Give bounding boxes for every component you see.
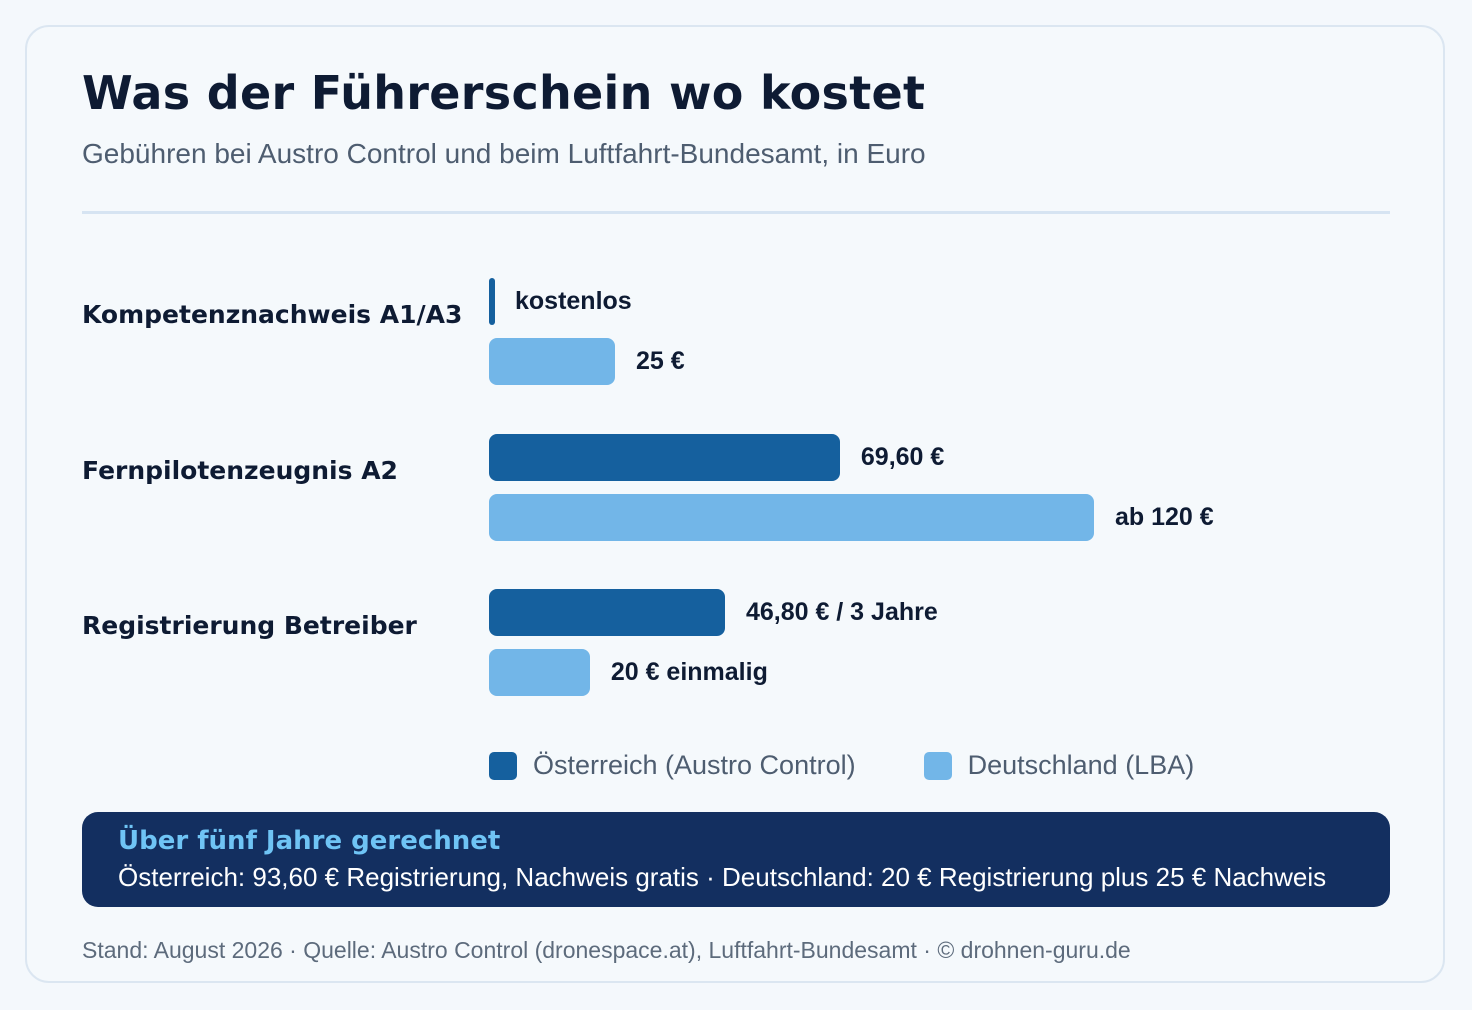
callout-text: Österreich: 93,60 € Registrierung, Nachw… xyxy=(118,862,1327,892)
bar-germany-kompetenznachweis-a1-a3 xyxy=(489,338,616,385)
category-label-registrierung-betreiber: Registrierung Betreiber xyxy=(82,611,417,640)
value-label-austria-kompetenznachweis-a1-a3: kostenlos xyxy=(515,287,632,315)
value-label-germany-kompetenznachweis-a1-a3: 25 € xyxy=(636,347,685,375)
legend-item-austria: Österreich (Austro Control) xyxy=(489,750,856,781)
bar-austria-registrierung-betreiber xyxy=(489,589,725,636)
source-footer: Stand: August 2026 · Quelle: Austro Cont… xyxy=(82,937,1131,963)
bar-austria-fernpilotenzeugnis-a2 xyxy=(489,433,840,481)
value-label-germany-registrierung-betreiber: 20 € einmalig xyxy=(610,658,768,686)
callout-title: Über fünf Jahre gerechnet xyxy=(118,826,501,856)
legend-swatch-germany xyxy=(923,751,952,780)
summary-callout: Über fünf Jahre gerechnet Österreich: 93… xyxy=(82,812,1390,907)
legend: Österreich (Austro Control) Deutschland … xyxy=(489,750,1194,781)
divider xyxy=(82,211,1390,214)
legend-label-germany: Deutschland (LBA) xyxy=(967,750,1195,780)
legend-item-germany: Deutschland (LBA) xyxy=(923,750,1195,781)
value-label-austria-registrierung-betreiber: 46,80 € / 3 Jahre xyxy=(745,598,938,626)
category-label-fernpilotenzeugnis-a2: Fernpilotenzeugnis A2 xyxy=(82,455,398,485)
value-label-germany-fernpilotenzeugnis-a2: ab 120 € xyxy=(1115,502,1214,531)
chart-subtitle: Gebühren bei Austro Control und beim Luf… xyxy=(82,138,926,169)
category-label-kompetenznachweis-a1-a3: Kompetenznachweis A1/A3 xyxy=(82,300,463,329)
bar-germany-registrierung-betreiber xyxy=(489,649,590,696)
bar-germany-fernpilotenzeugnis-a2 xyxy=(489,493,1094,541)
bar-austria-kompetenznachweis-a1-a3 xyxy=(489,278,495,325)
chart-title: Was der Führerschein wo kostet xyxy=(82,66,926,120)
legend-label-austria: Österreich (Austro Control) xyxy=(533,750,856,780)
value-label-austria-fernpilotenzeugnis-a2: 69,60 € xyxy=(860,442,945,471)
legend-swatch-austria xyxy=(489,751,517,780)
